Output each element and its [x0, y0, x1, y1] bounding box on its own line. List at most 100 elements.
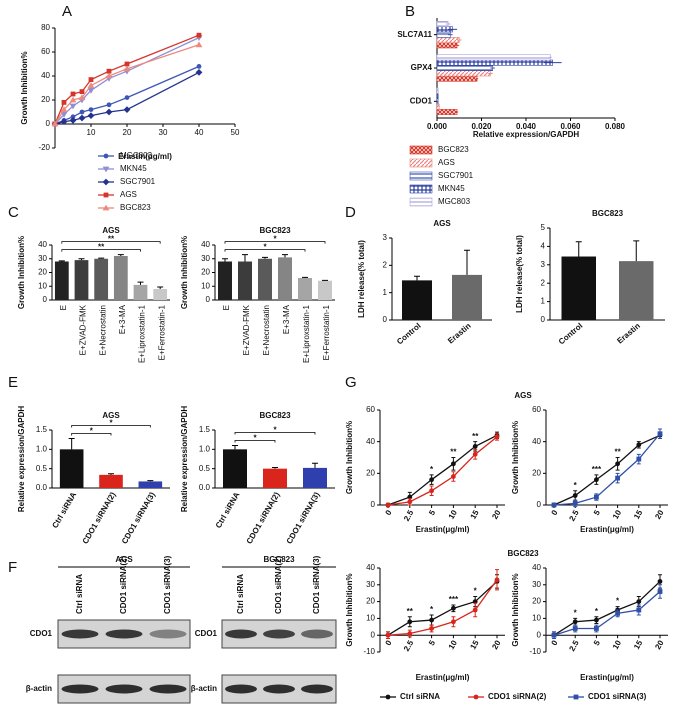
legend-swatch	[409, 145, 433, 155]
bar	[138, 481, 163, 488]
marker	[69, 96, 77, 103]
band	[61, 629, 99, 639]
bar	[318, 280, 332, 300]
error-bar	[242, 254, 248, 262]
band	[301, 629, 333, 639]
marker	[196, 64, 202, 69]
x-tick-label: 0	[550, 508, 560, 517]
bar	[436, 59, 553, 66]
marker	[70, 114, 76, 120]
x-tick-label: E+Liproxstatin-1	[138, 304, 147, 363]
marker	[195, 41, 203, 48]
panel-label: D	[345, 204, 356, 221]
legend-label: Ctrl siRNA	[400, 692, 440, 701]
x-tick-label: Control	[557, 321, 585, 346]
band	[301, 684, 333, 694]
x-tick-label: 15	[632, 508, 645, 521]
x-tick-label: Erastin	[615, 321, 642, 345]
bracket	[71, 433, 112, 436]
x-tick-label: 0.000	[427, 122, 448, 131]
error-bar	[68, 438, 75, 450]
marker	[69, 103, 77, 110]
bar	[94, 258, 109, 300]
x-tick-label: 5	[592, 638, 602, 647]
x-axis-label: Erastin(μg/ml)	[580, 525, 634, 534]
marker	[51, 120, 59, 127]
error-bar	[633, 240, 640, 262]
x-tick-label: CDO1 siRNA(3)	[120, 490, 157, 545]
x-tick-label: CDO1 siRNA(2)	[81, 490, 118, 545]
bar	[54, 261, 69, 300]
y-tick-label: 30	[38, 254, 47, 263]
bar	[619, 261, 654, 320]
series-line	[553, 433, 661, 506]
marker	[106, 102, 112, 108]
series-line	[54, 65, 200, 125]
y-tick-label: 0	[537, 500, 542, 509]
y-tick-label: 20	[41, 95, 50, 104]
marker	[61, 100, 67, 105]
marker	[70, 91, 76, 97]
x-tick-label: E+Ferrostatin-1	[157, 304, 166, 360]
x-tick-label: 2.5	[402, 508, 416, 523]
marker	[69, 117, 77, 124]
bracket	[234, 440, 276, 443]
marker	[123, 106, 131, 113]
chart-title: AGS	[514, 391, 532, 400]
x-tick-label: 2.5	[567, 508, 581, 523]
marker	[551, 632, 557, 638]
significance: **	[472, 432, 479, 441]
series-line	[387, 579, 498, 636]
significance: *	[574, 481, 578, 490]
marker	[472, 451, 478, 457]
error-bar	[575, 241, 582, 257]
panel-label: G	[345, 374, 357, 391]
bracket	[224, 241, 326, 244]
marker	[429, 626, 434, 631]
bar	[452, 274, 482, 320]
x-tick-label: 0.040	[516, 122, 537, 131]
band	[149, 684, 187, 694]
marker	[451, 619, 456, 625]
y-axis-label: Relative expression/GAPDH	[17, 406, 26, 512]
x-axis-label: Erastin(μg/ml)	[580, 673, 634, 682]
error-bar	[58, 260, 65, 262]
chart-title: AGS	[102, 226, 120, 235]
bar	[436, 54, 551, 61]
marker	[60, 118, 68, 125]
x-tick-label: E+Necrostatin	[262, 305, 271, 355]
x-tick-label: Erastin	[446, 321, 473, 345]
y-tick-label: 30	[366, 580, 375, 589]
x-tick-label: E+ZVAD-FMK	[242, 304, 251, 355]
series-line	[54, 44, 200, 125]
bar	[561, 256, 596, 320]
bar	[223, 449, 247, 488]
y-tick-label: -20	[38, 143, 50, 152]
y-axis-label: Growth Inhibition%	[345, 573, 354, 646]
x-tick-label: Ctrl siRNA	[50, 490, 78, 529]
y-tick-label: 40	[366, 563, 375, 572]
significance: ***	[592, 465, 602, 474]
y-tick-label: 80	[41, 23, 50, 32]
error-bar	[147, 480, 154, 482]
legend-label: SGC7901	[438, 171, 474, 180]
significance: **	[614, 448, 621, 457]
y-tick-label: 0	[43, 295, 48, 304]
lane-label: CDO1 siRNA(2)	[274, 555, 283, 614]
y-tick-label: 0.0	[36, 483, 48, 492]
marker	[407, 631, 413, 636]
marker	[636, 607, 642, 613]
y-tick-label: 30	[532, 580, 541, 589]
bar	[133, 284, 148, 300]
marker	[102, 178, 110, 186]
y-tick-label: 0.5	[36, 464, 48, 473]
x-axis-label: Erastin(μg/ml)	[416, 525, 470, 534]
y-axis-label: Growth Inhibition%	[511, 573, 520, 646]
y-tick-label: 40	[201, 240, 210, 249]
y-tick-label: 40	[366, 437, 375, 446]
x-tick-label: 2.5	[402, 638, 416, 653]
marker	[594, 626, 599, 631]
error-bar	[302, 276, 308, 278]
band	[149, 629, 187, 639]
